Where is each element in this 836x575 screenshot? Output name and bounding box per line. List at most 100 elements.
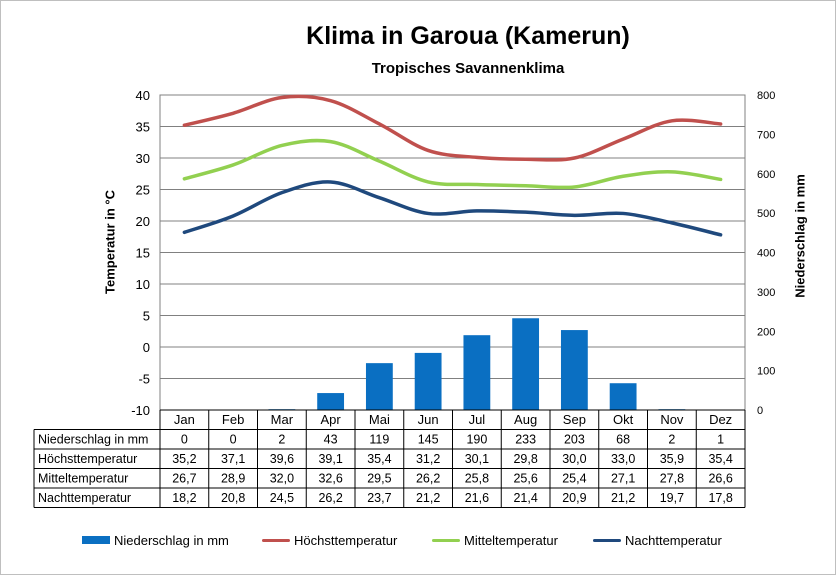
table-cell: 25,4 — [562, 472, 586, 486]
table-cell: 32,0 — [270, 472, 294, 486]
legend-label-precipitation: Niederschlag in mm — [114, 532, 229, 548]
table-cell: 2 — [278, 433, 285, 447]
table-cell: 145 — [418, 433, 439, 447]
y-tick-label-left: 30 — [136, 151, 150, 166]
table-row-header: Mitteltemperatur — [38, 472, 128, 486]
table-cell: 23,7 — [367, 491, 391, 505]
table-row-header: Nachttemperatur — [38, 491, 131, 505]
y-tick-label-left: 25 — [136, 183, 150, 198]
legend-label-min-temp: Nachttemperatur — [625, 532, 722, 548]
line-mean-temp — [182, 138, 723, 190]
y-tick-label-left: -5 — [138, 372, 150, 387]
y-tick-label-right: 500 — [757, 208, 775, 220]
x-tick-label: Jul — [469, 412, 486, 427]
legend-swatch-max-temp — [262, 538, 290, 542]
chart-title: Klima in Garoua (Kamerun) — [306, 22, 630, 50]
y-tick-label-right: 300 — [757, 287, 775, 299]
x-tick-label: Aug — [514, 412, 537, 427]
table-cell: 26,6 — [708, 472, 732, 486]
table-cell: 119 — [369, 433, 389, 447]
bar-precipitation — [463, 335, 491, 410]
table-cell: 30,1 — [465, 452, 489, 466]
y-tick-label-right: 400 — [757, 248, 775, 260]
x-tick-label: Mai — [369, 412, 390, 427]
table-cell: 29,8 — [513, 452, 537, 466]
legend-item-min-temp: Nachttemperatur — [593, 530, 722, 550]
table-cell: 30,0 — [562, 452, 586, 466]
legend: Niederschlag in mm Höchsttemperatur Mitt… — [0, 530, 836, 550]
y-tick-label-right: 100 — [757, 366, 775, 378]
x-tick-label: Nov — [660, 412, 684, 427]
y-tick-label-right: 700 — [757, 129, 775, 141]
x-tick-label: Okt — [613, 412, 634, 427]
table-cell: 1 — [717, 433, 724, 447]
table-row-header: Höchsttemperatur — [38, 452, 137, 466]
x-tick-label: Jan — [174, 412, 195, 427]
table-cell: 37,1 — [221, 452, 245, 466]
bar-precipitation — [560, 330, 588, 410]
x-tick-label: Sep — [563, 412, 586, 427]
table-cell: 21,2 — [611, 491, 635, 505]
y-tick-label-left: 10 — [136, 277, 150, 292]
table-cell: 233 — [515, 433, 536, 447]
legend-item-mean-temp: Mitteltemperatur — [432, 530, 558, 550]
y-tick-label-right: 200 — [757, 326, 775, 338]
table-cell: 35,9 — [660, 452, 684, 466]
table-cell: 26,2 — [416, 472, 440, 486]
table-cell: 26,2 — [318, 491, 342, 505]
table-cell: 20,8 — [221, 491, 245, 505]
table-cell: 68 — [616, 433, 630, 447]
y-tick-label-left: -10 — [131, 403, 150, 418]
table-cell: 18,2 — [172, 491, 196, 505]
table-cell: 25,6 — [513, 472, 537, 486]
legend-swatch-mean-temp — [432, 538, 460, 542]
table-cell: 35,2 — [172, 452, 196, 466]
bar-precipitation — [609, 383, 637, 410]
table-cell: 33,0 — [611, 452, 635, 466]
table-row-header: Niederschlag in mm — [38, 433, 148, 447]
table-cell: 39,6 — [270, 452, 294, 466]
table-cell: 21,2 — [416, 491, 440, 505]
legend-swatch-min-temp — [593, 538, 621, 542]
legend-item-precipitation: Niederschlag in mm — [82, 530, 229, 550]
x-tick-label: Feb — [222, 412, 244, 427]
x-tick-label: Jun — [418, 412, 439, 427]
table-cell: 0 — [230, 433, 237, 447]
y-tick-label-right: 600 — [757, 169, 775, 181]
table-cell: 27,1 — [611, 472, 635, 486]
y-tick-label-left: 0 — [143, 340, 150, 355]
table-cell: 21,6 — [465, 491, 489, 505]
table-cell: 20,9 — [562, 491, 586, 505]
legend-swatch-precipitation — [82, 536, 110, 544]
table-cell: 35,4 — [367, 452, 391, 466]
legend-label-mean-temp: Mitteltemperatur — [464, 532, 558, 548]
table-cell: 24,5 — [270, 491, 294, 505]
line-max-temp — [182, 94, 723, 162]
x-tick-label: Apr — [321, 412, 342, 427]
table-cell: 17,8 — [708, 491, 732, 505]
y-tick-label-left: 35 — [136, 120, 150, 135]
bar-precipitation — [365, 363, 393, 410]
y-tick-label-left: 5 — [143, 309, 150, 324]
y-tick-label-left: 20 — [136, 214, 150, 229]
y-tick-label-right: 0 — [757, 405, 763, 417]
line-min-temp — [182, 180, 723, 237]
table-cell: 0 — [181, 433, 188, 447]
table-cell: 190 — [466, 433, 487, 447]
legend-item-max-temp: Höchsttemperatur — [262, 530, 397, 550]
table-cell: 25,8 — [465, 472, 489, 486]
table-cell: 29,5 — [367, 472, 391, 486]
table-cell: 31,2 — [416, 452, 440, 466]
x-tick-label: Mar — [271, 412, 294, 427]
table-cell: 2 — [668, 433, 675, 447]
table-cell: 26,7 — [172, 472, 196, 486]
chart-subtitle: Tropisches Savannenklima — [371, 60, 565, 77]
y-tick-label-right: 800 — [757, 90, 775, 102]
table-cell: 35,4 — [708, 452, 732, 466]
table-cell: 19,7 — [660, 491, 684, 505]
table-cell: 21,4 — [513, 491, 537, 505]
x-tick-label: Dez — [709, 412, 732, 427]
table-cell: 32,6 — [318, 472, 342, 486]
bar-precipitation — [317, 393, 345, 410]
